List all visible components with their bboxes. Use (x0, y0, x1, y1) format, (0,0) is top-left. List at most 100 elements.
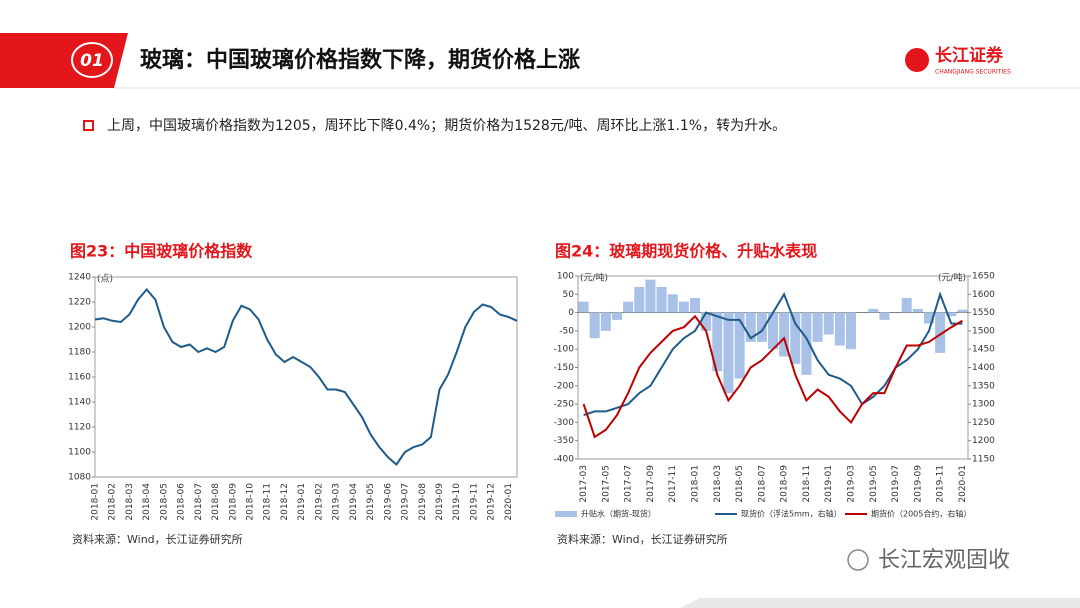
x-tick-label: 2018-05 (735, 465, 745, 503)
y-tick-label: -200 (554, 381, 575, 391)
line-series (94, 287, 518, 466)
bar (712, 312, 723, 372)
y-tick-label: 1220 (68, 298, 91, 308)
x-tick-label: 2019-01 (824, 465, 834, 503)
x-tick-label: 2019-04 (349, 483, 359, 521)
x-tick-label: 2017-07 (624, 465, 634, 503)
line-series (583, 291, 963, 417)
x-tick-label: 2019-10 (452, 483, 462, 521)
bar (767, 312, 779, 350)
y2-tick-label: 1150 (972, 455, 995, 465)
watermark-icon (847, 549, 869, 571)
x-tick-label: 2018-11 (802, 465, 812, 503)
y-tick-label: 1080 (68, 473, 91, 483)
y-tick-label: -400 (554, 455, 575, 465)
y-tick-label: -350 (554, 436, 575, 446)
x-tick-label: 2018-03 (125, 483, 135, 521)
y-tick-label: 1200 (68, 323, 91, 333)
y2-tick-label: 1650 (972, 272, 995, 282)
y-tick-label: 1160 (68, 373, 91, 383)
x-tick-label: 2019-02 (314, 483, 324, 521)
x-tick-label: 2018-03 (713, 465, 723, 503)
x-tick-label: 2018-11 (263, 483, 273, 521)
bar (823, 312, 834, 335)
header-number: 01 (80, 51, 104, 71)
x-tick-label: 2018-06 (177, 483, 187, 521)
x-tick-label: 2017-05 (601, 465, 611, 503)
x-tick-label: 2019-12 (487, 483, 497, 521)
x-tick-label: 2018-01 (91, 483, 101, 521)
y-tick-label: 50 (563, 290, 575, 300)
legend-label: 期货价（2005合约，右轴） (871, 509, 971, 519)
bar (834, 312, 845, 346)
y-tick-label: 1180 (68, 348, 91, 358)
x-tick-label: 2019-01 (297, 483, 307, 521)
y-tick-label: 1120 (68, 423, 91, 433)
y2-tick-label: 1450 (972, 345, 995, 355)
x-tick-label: 2019-09 (913, 465, 923, 503)
y2-unit: (元/吨) (938, 272, 966, 284)
header-title: 玻璃：中国玻璃价格指数下降，期货价格上涨 (140, 47, 580, 73)
source-note: 资料来源：Wind，长江证券研究所 (557, 532, 728, 546)
y-unit: (点) (97, 274, 113, 285)
legend-label: 升贴水（期货-现货） (581, 509, 656, 519)
x-tick-label: 2018-09 (228, 483, 238, 521)
bar (656, 286, 667, 313)
y-tick-label: -100 (554, 345, 575, 355)
bar (812, 312, 823, 342)
bar (935, 312, 946, 353)
line-series (582, 314, 963, 439)
x-tick-label: 2018-04 (142, 483, 152, 521)
bar (845, 312, 857, 350)
x-tick-label: 2017-09 (646, 465, 656, 503)
chart-title: 图23：中国玻璃价格指数 (70, 242, 253, 261)
bar (723, 312, 734, 394)
x-tick-label: 2018-07 (757, 465, 767, 503)
x-tick-label: 2019-06 (383, 483, 393, 521)
x-tick-label: 2018-05 (159, 483, 169, 521)
watermark: 长江宏观固收 (878, 548, 1010, 573)
bar (667, 294, 678, 313)
x-tick-label: 2017-03 (579, 465, 589, 503)
x-tick-label: 2019-11 (469, 483, 479, 521)
bar (957, 309, 968, 313)
bar (611, 312, 623, 320)
x-tick-label: 2019-07 (891, 465, 901, 503)
x-tick-label: 2019-05 (366, 483, 376, 521)
x-tick-label: 2019-07 (401, 483, 411, 521)
x-tick-label: 2019-05 (869, 465, 879, 503)
y2-tick-label: 1250 (972, 418, 995, 428)
bar (901, 297, 912, 313)
bar (645, 279, 656, 313)
x-tick-label: 2017-11 (668, 465, 678, 503)
bar (634, 286, 645, 313)
x-tick-label: 2020-01 (504, 483, 514, 521)
charts: 图23：中国玻璃价格指数 (点) 1080 1100 1120 1140 1160 1180 1… (68, 242, 995, 547)
x-tick-label: 2018-12 (280, 483, 290, 521)
bar (578, 301, 589, 313)
number-badge (71, 42, 113, 78)
bar (868, 308, 879, 313)
y2-tick-label: 1400 (972, 363, 995, 373)
y2-tick-label: 1600 (972, 290, 995, 300)
bar (779, 312, 790, 357)
x-tick-label: 2018-09 (780, 465, 790, 503)
bar (600, 312, 611, 331)
x-tick-label: 2019-09 (435, 483, 445, 521)
y-tick-label: -250 (554, 400, 575, 410)
y2-tick-label: 1550 (972, 308, 995, 318)
y-tick-label: 100 (557, 272, 574, 282)
bullet-marker (83, 120, 94, 131)
legend-label: 现货价（浮法5mm，右轴） (741, 509, 842, 519)
bar (689, 297, 701, 313)
y2-tick-label: 1200 (972, 436, 995, 446)
logo-name-en: CHANGJIANG SECURITIES (935, 69, 1011, 76)
bar (912, 308, 923, 313)
bar (879, 312, 890, 320)
bar (756, 312, 767, 342)
bar (801, 312, 812, 375)
x-tick-label: 2019-08 (418, 483, 428, 521)
x-tick-label: 2018-01 (691, 465, 701, 503)
y-unit: (元/吨) (580, 272, 608, 284)
